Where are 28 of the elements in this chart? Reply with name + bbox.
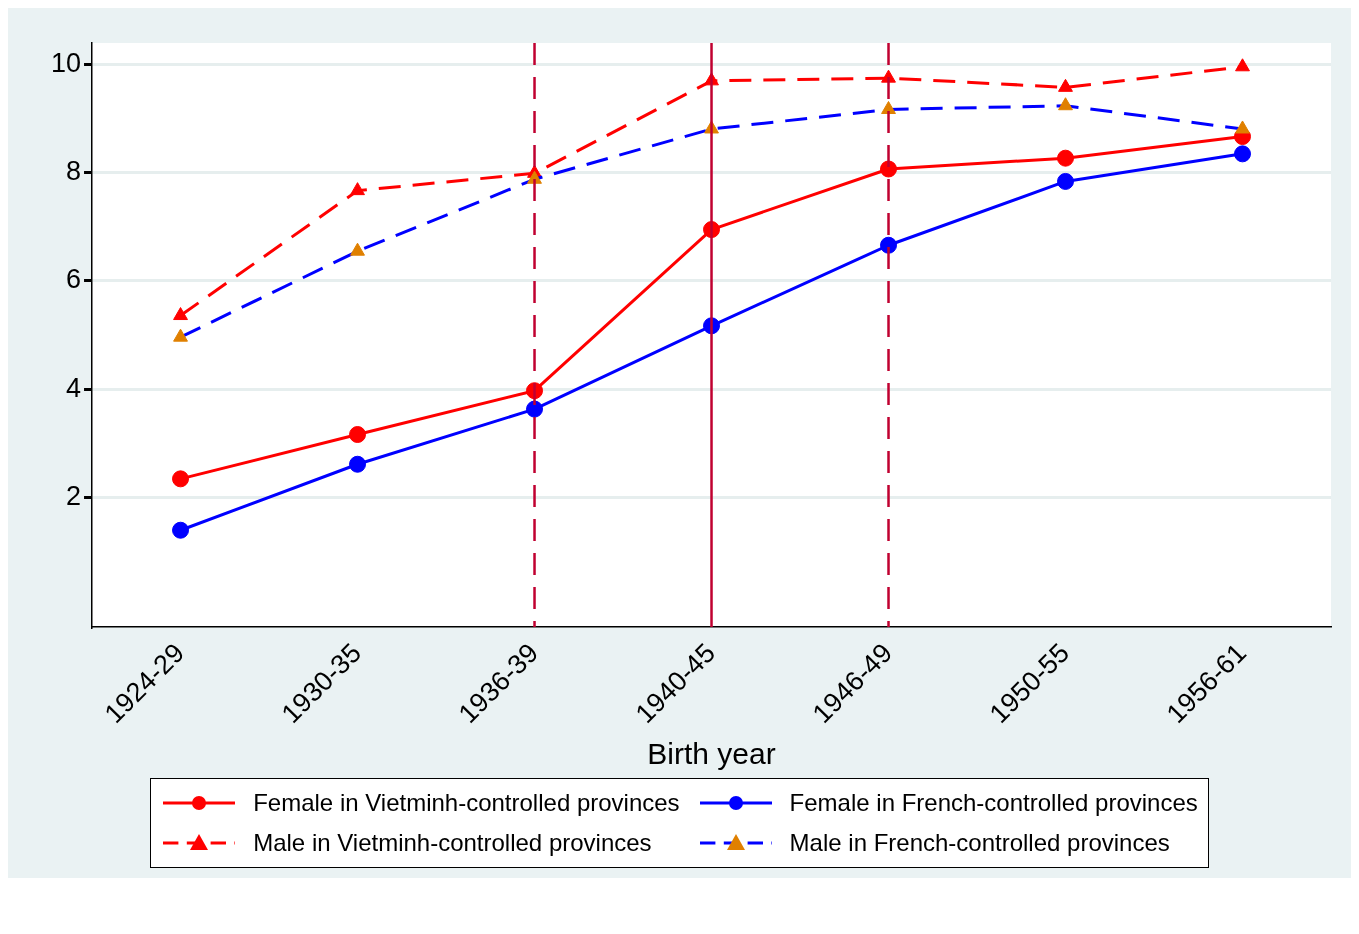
point [1057, 172, 1075, 190]
y-tick-label: 10 [50, 48, 82, 79]
point [173, 328, 188, 342]
point [1058, 97, 1073, 111]
legend-label: Female in French-controlled provinces [789, 789, 1198, 817]
y-tick-label: 6 [66, 264, 82, 295]
y-tick-label: 8 [66, 156, 82, 187]
legend-label: Male in French-controlled provinces [789, 829, 1170, 857]
point [349, 455, 367, 473]
point [172, 521, 190, 539]
point [526, 400, 544, 418]
point [1235, 58, 1250, 72]
point [349, 426, 367, 444]
point [1057, 149, 1075, 167]
point [880, 160, 898, 178]
point [880, 236, 898, 254]
point [173, 307, 188, 321]
legend-label: Female in Vietminh-controlled provinces [253, 789, 680, 817]
legend-label: Male in Vietminh-controlled provinces [253, 829, 652, 857]
point [172, 470, 190, 488]
y-tick-label: 4 [66, 372, 82, 403]
x-axis-title: Birth year [647, 737, 776, 771]
point [1058, 78, 1073, 92]
point [1235, 120, 1250, 134]
point [1234, 145, 1251, 163]
point [350, 182, 365, 196]
point [350, 242, 365, 256]
y-tick-label: 2 [66, 480, 82, 511]
